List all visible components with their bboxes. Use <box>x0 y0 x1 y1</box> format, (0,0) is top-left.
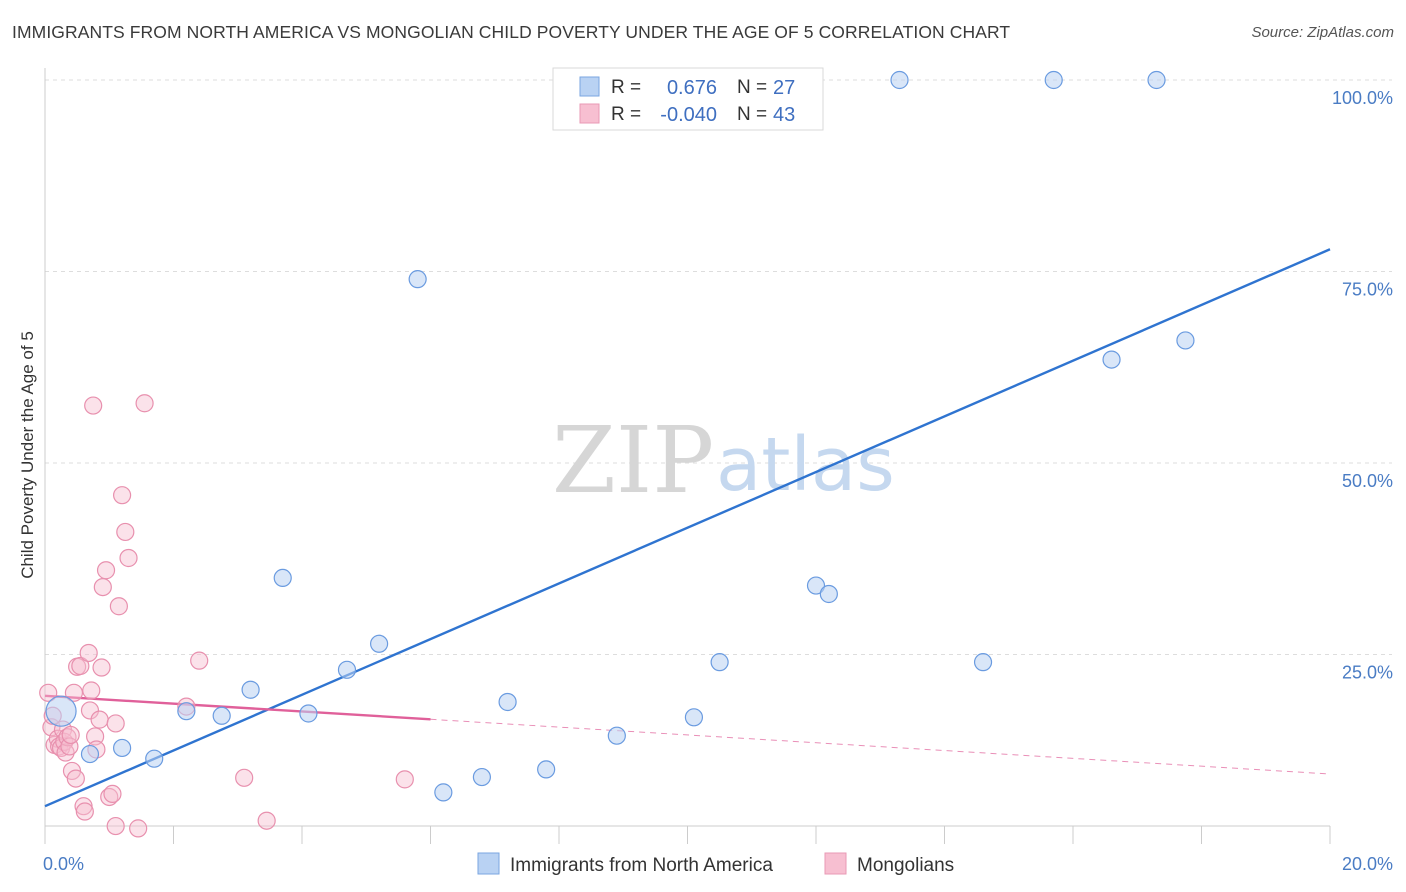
point-immigrants-0 <box>45 695 77 727</box>
point-mongolians-36 <box>116 522 135 542</box>
point-immigrants-15 <box>537 760 556 779</box>
point-mongolians-12 <box>61 725 80 745</box>
point-mongolians-11 <box>60 737 79 756</box>
series-legend-swatch-blue <box>477 852 500 875</box>
legend-n-value-2: 43 <box>773 104 795 126</box>
point-immigrants-18 <box>710 653 729 672</box>
point-immigrants-10 <box>370 634 389 653</box>
trend-layer <box>44 248 1331 808</box>
point-immigrants-4 <box>177 702 196 721</box>
y-tick-label-3: 100.0% <box>1332 88 1393 108</box>
y-tick-label-0: 25.0% <box>1342 663 1393 683</box>
point-immigrants-6 <box>241 680 260 699</box>
legend-r-label-2: R = <box>611 104 641 125</box>
point-immigrants-5 <box>212 706 231 725</box>
legend-n-label-2: N = <box>737 104 767 125</box>
point-immigrants-9 <box>337 660 357 679</box>
axes-layer: 25.0% 50.0% 75.0% 100.0% 0.0% 20.0% <box>43 68 1393 874</box>
point-mongolians-29 <box>96 561 116 580</box>
x-tick-label-1: 20.0% <box>1342 854 1393 874</box>
point-mongolians-14 <box>64 683 84 702</box>
point-immigrants-7 <box>273 568 292 588</box>
legend-swatch-pink <box>579 103 600 124</box>
point-immigrants-14 <box>498 692 517 712</box>
point-immigrants-8 <box>299 704 318 723</box>
point-mongolians-23 <box>84 396 103 415</box>
point-mongolians-39 <box>135 394 154 413</box>
points-layer <box>39 70 1195 838</box>
point-immigrants-12 <box>434 783 453 802</box>
point-immigrants-13 <box>472 767 491 787</box>
legend-r-value-2: -0.040 <box>660 104 717 126</box>
series-legend-label-1: Immigrants from North America <box>510 855 773 876</box>
series-legend: Immigrants from North America Mongolians <box>477 852 954 876</box>
point-mongolians-27 <box>92 658 111 677</box>
point-mongolians-33 <box>106 714 125 733</box>
point-mongolians-15 <box>66 769 85 788</box>
point-mongolians-30 <box>100 787 119 807</box>
point-immigrants-3 <box>145 749 164 768</box>
point-immigrants-11 <box>408 270 427 289</box>
y-tick-label-1: 50.0% <box>1342 471 1393 491</box>
point-mongolians-21 <box>80 701 100 720</box>
chart-title: IMMIGRANTS FROM NORTH AMERICA VS MONGOLI… <box>12 22 1011 42</box>
grid-layer <box>45 79 1392 655</box>
point-immigrants-2 <box>112 738 132 758</box>
y-axis-label: Child Poverty Under the Age of 5 <box>18 331 37 579</box>
point-mongolians-31 <box>103 784 122 804</box>
point-immigrants-1 <box>80 744 100 764</box>
series-legend-swatch-pink <box>824 852 847 875</box>
watermark-atlas: atlas <box>716 422 895 508</box>
point-immigrants-21 <box>890 70 909 90</box>
x-tick-label-0: 0.0% <box>43 854 84 874</box>
point-mongolians-22 <box>82 681 101 700</box>
point-mongolians-24 <box>86 727 105 746</box>
point-immigrants-25 <box>1147 70 1166 90</box>
legend-n-value-1: 27 <box>773 77 795 99</box>
source-label: Source: ZipAtlas.com <box>1251 24 1394 41</box>
point-mongolians-41 <box>190 651 209 670</box>
series-legend-label-2: Mongolians <box>857 855 954 876</box>
point-mongolians-28 <box>93 577 112 597</box>
point-immigrants-20 <box>819 584 838 604</box>
trend-line-0 <box>44 248 1331 808</box>
point-immigrants-26 <box>1176 331 1195 350</box>
point-immigrants-19 <box>806 576 826 595</box>
point-mongolians-17 <box>71 656 90 676</box>
point-mongolians-42 <box>235 768 254 787</box>
y-tick-label-2: 75.0% <box>1342 280 1393 300</box>
legend-r-label-1: R = <box>611 77 641 98</box>
point-immigrants-22 <box>973 653 993 672</box>
point-mongolians-34 <box>109 597 128 616</box>
point-mongolians-32 <box>106 816 125 836</box>
point-mongolians-19 <box>75 802 94 821</box>
point-mongolians-0 <box>39 683 58 702</box>
point-mongolians-44 <box>395 770 414 789</box>
point-mongolians-26 <box>90 710 109 729</box>
point-immigrants-24 <box>1102 350 1121 369</box>
point-mongolians-43 <box>257 811 276 830</box>
point-mongolians-35 <box>112 486 132 505</box>
watermark-zip: ZIP <box>552 407 714 514</box>
point-immigrants-16 <box>607 726 626 745</box>
point-mongolians-38 <box>129 819 148 838</box>
trend-line-dashed-1 <box>430 718 1331 775</box>
point-immigrants-17 <box>684 708 704 727</box>
stats-legend: R = 0.676 N = 27 R = -0.040 N = 43 <box>552 67 824 131</box>
watermark: ZIP atlas <box>552 407 895 514</box>
trend-line-1 <box>44 694 431 721</box>
point-mongolians-37 <box>119 548 138 568</box>
legend-swatch-blue <box>579 76 600 97</box>
legend-r-value-1: 0.676 <box>667 77 717 99</box>
point-immigrants-23 <box>1044 70 1063 90</box>
point-mongolians-20 <box>79 643 98 663</box>
legend-n-label-1: N = <box>737 77 767 98</box>
